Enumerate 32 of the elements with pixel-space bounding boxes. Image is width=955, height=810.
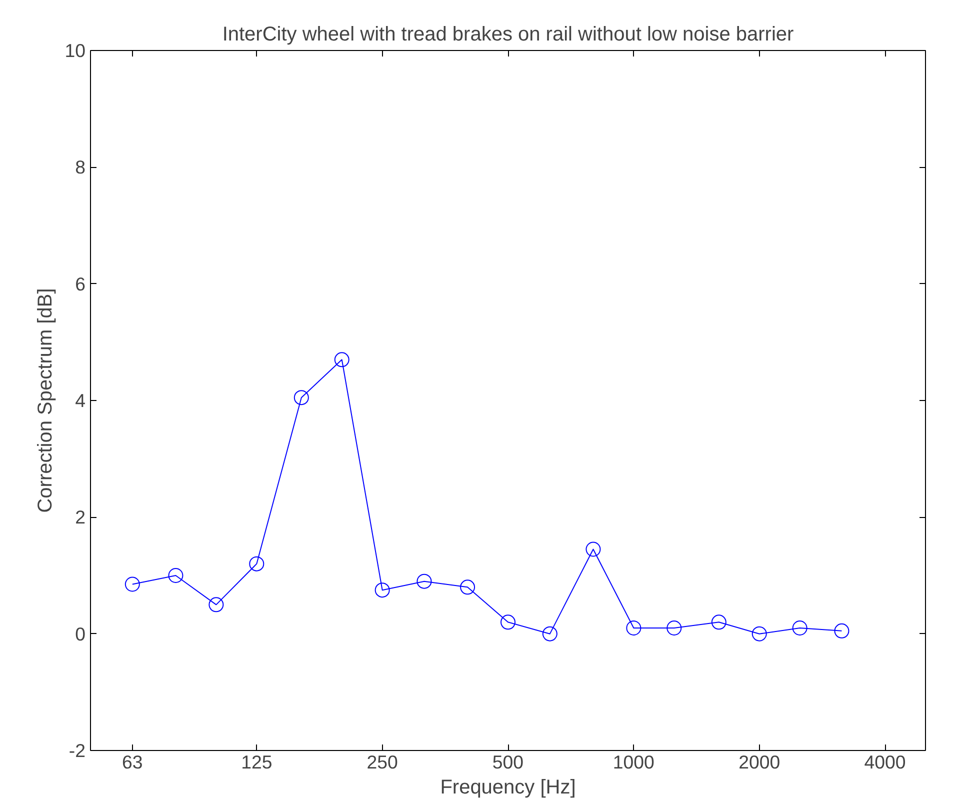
y-tick-label: -2 (68, 740, 86, 761)
y-tick-label: 10 (64, 40, 86, 61)
x-axis-title: Frequency [Hz] (440, 776, 576, 798)
x-tick-label: 250 (366, 752, 398, 772)
point (792, 620, 808, 636)
y-tick-label: 8 (75, 156, 86, 178)
point (626, 620, 642, 636)
x-tick-label: 63 (122, 752, 143, 772)
x-tick-label: 500 (492, 752, 524, 772)
y-axis-title: Correction Spectrum [dB] (34, 288, 57, 513)
x-tick-label: 4000 (864, 752, 906, 772)
point (666, 620, 682, 636)
y-tick-label: 2 (75, 506, 86, 528)
y-tick-label: 0 (75, 623, 86, 644)
chart-title: InterCity wheel with tread brakes on rail without low noise barrier (222, 24, 794, 46)
point (834, 623, 850, 638)
point (249, 556, 264, 572)
point (124, 576, 140, 592)
point (374, 582, 390, 598)
x-tick-label: 1000 (612, 752, 654, 772)
y-tick-label: 6 (75, 273, 86, 294)
point (752, 626, 767, 642)
point (168, 568, 184, 583)
y-tick-label: 4 (75, 390, 86, 411)
point (542, 626, 558, 642)
x-tick-label: 125 (241, 752, 272, 772)
point (334, 352, 350, 368)
point (208, 597, 224, 612)
point (500, 614, 516, 630)
x-tick-label: 2000 (738, 752, 780, 772)
point (416, 574, 432, 589)
point (460, 580, 476, 595)
